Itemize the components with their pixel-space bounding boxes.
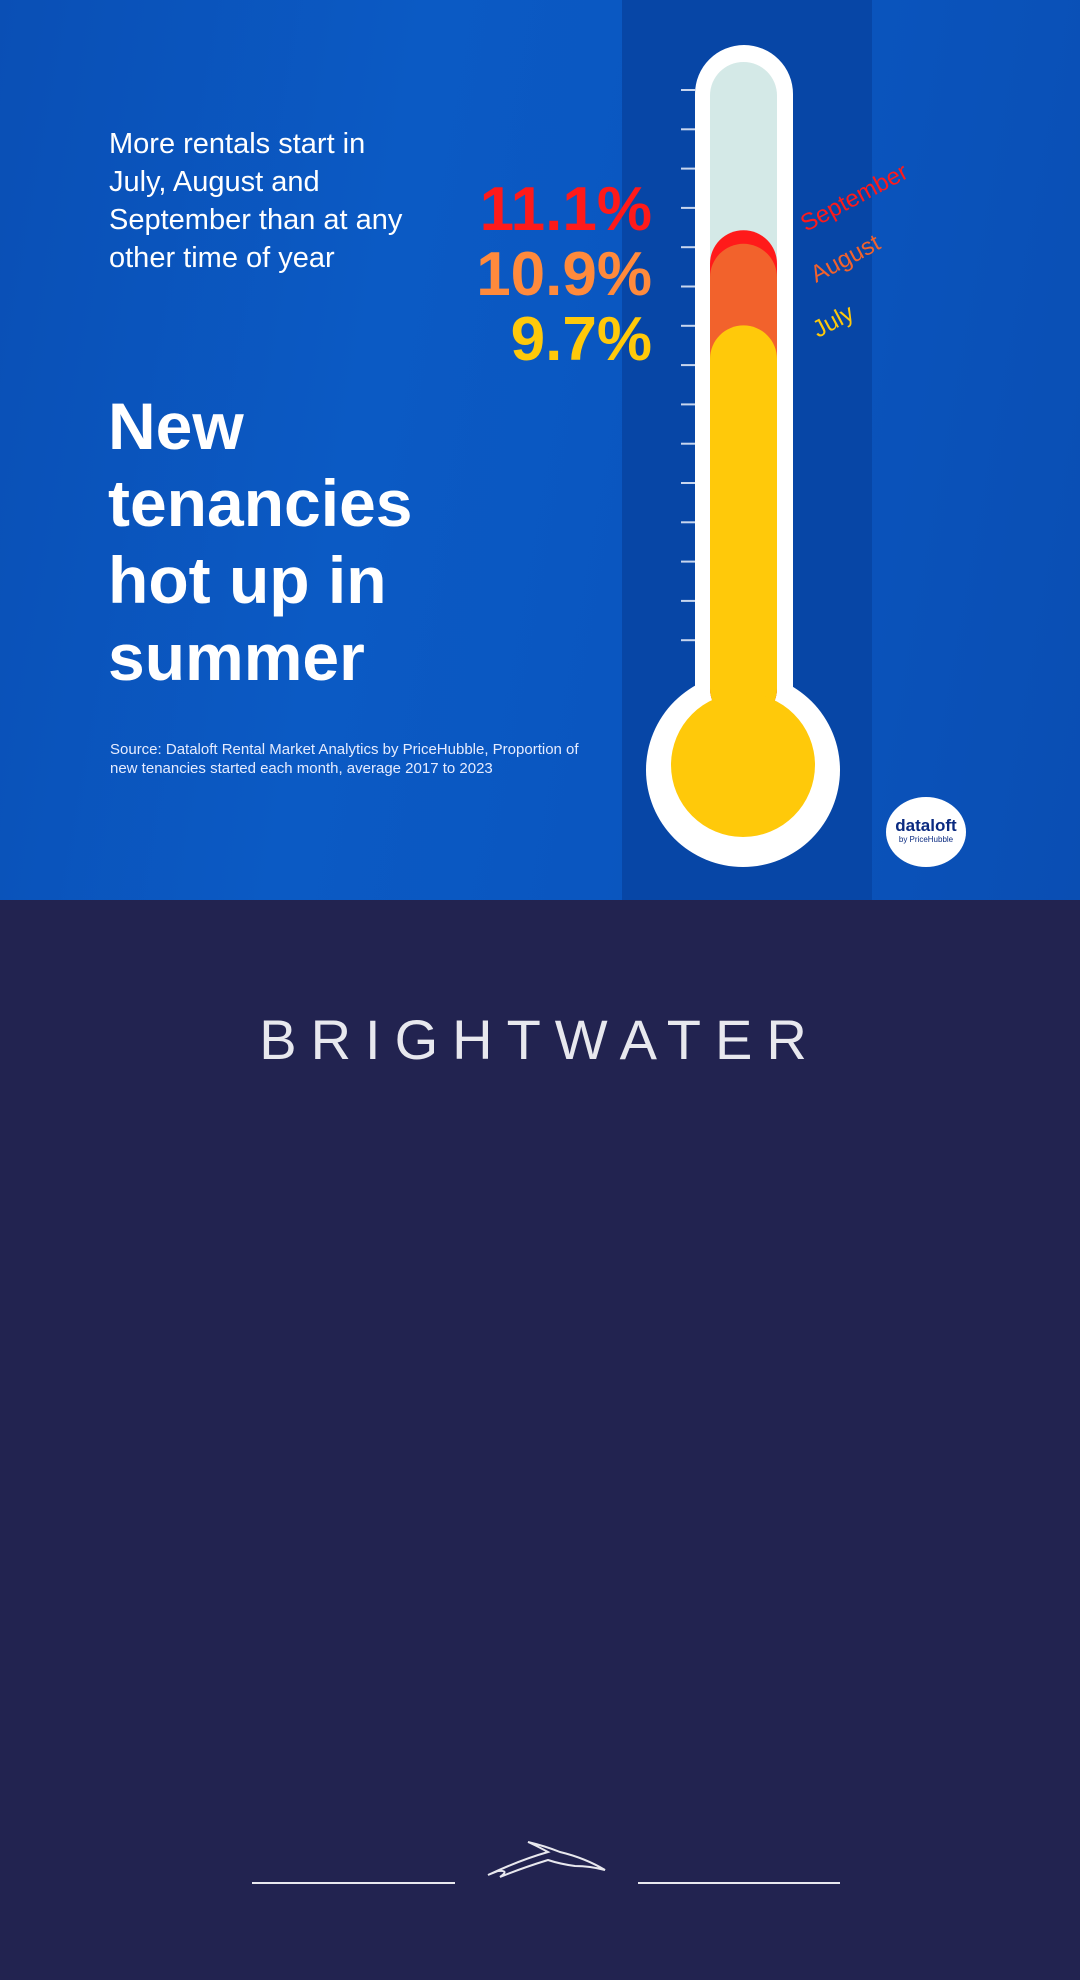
thermometer-ticks xyxy=(681,89,695,642)
month-label-july: July xyxy=(808,299,858,343)
value-label-july: 9.7% xyxy=(510,305,652,374)
thermometer-bulb xyxy=(671,693,815,837)
value-label-august: 10.9% xyxy=(476,240,652,309)
dataloft-logo-sub: by PriceHubble xyxy=(898,835,954,844)
brightwater-dolphin-icon xyxy=(252,1841,840,1884)
brand-name: BRIGHTWATER xyxy=(259,1008,821,1071)
month-label-september: September xyxy=(796,158,912,237)
footer-bar: BRIGHTWATER xyxy=(0,900,1080,1884)
fill-july xyxy=(710,325,777,722)
source-note: Source: Dataloft Rental Market Analytics… xyxy=(110,741,579,777)
dataloft-logo: dataloft by PriceHubble xyxy=(886,797,966,867)
dataloft-logo-main: dataloft xyxy=(895,816,957,835)
thermometer-fills xyxy=(710,230,777,723)
infographic-panel: More rentals start in July, August and S… xyxy=(0,0,1080,900)
intro-text: More rentals start in July, August and S… xyxy=(109,128,403,274)
month-label-august: August xyxy=(806,229,885,288)
headline: New tenancies hot up in summer xyxy=(108,389,413,694)
value-label-september: 11.1% xyxy=(479,175,652,244)
